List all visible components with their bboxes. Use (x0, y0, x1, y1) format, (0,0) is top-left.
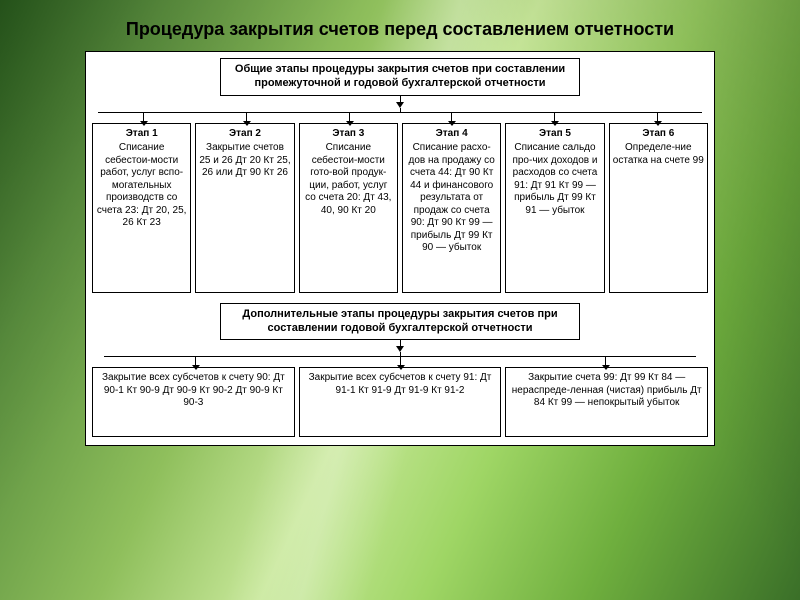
stage-box-5: Этап 5Списание сальдо про-чих доходов и … (505, 123, 604, 293)
connector-stem (400, 357, 401, 365)
stage-box-4: Этап 4Списание расхо-дов на продажу со с… (402, 123, 501, 293)
stages-row: Этап 1Списание себестои-мости работ, усл… (92, 123, 708, 293)
additional-stages-header: Дополнительные этапы процедуры закрытия … (220, 303, 580, 341)
arrow-down-icon (551, 121, 559, 126)
stage-title: Этап 4 (406, 128, 497, 141)
stage-text: Списание себестои-мости гото-вой продук-… (305, 142, 391, 216)
arrow-down-icon (448, 121, 456, 126)
stage-box-2: Этап 2Закрытие счетов 25 и 26 Дт 20 Кт 2… (195, 123, 294, 293)
stage-title: Этап 2 (199, 128, 290, 141)
stems-row-3 (92, 357, 708, 365)
stage-text: Списание расхо-дов на продажу со счета 4… (408, 142, 494, 253)
stage-text: Закрытие счетов 25 и 26 Дт 20 Кт 25, 26 … (199, 142, 290, 178)
stage-title: Этап 1 (96, 128, 187, 141)
connector-stem (554, 113, 555, 121)
stage-title: Этап 5 (509, 128, 600, 141)
extra-row: Закрытие всех субсчетов к счету 90: Дт 9… (92, 367, 708, 437)
arrow-down-icon (192, 365, 200, 370)
stems-row-6 (92, 113, 708, 121)
arrow-down-icon (346, 121, 354, 126)
extra-box-3: Закрытие счета 99: Дт 99 Кт 84 — нераспр… (505, 367, 708, 437)
arrow-down-icon (243, 121, 251, 126)
arrow-down-icon (654, 121, 662, 126)
arrow-down-icon (397, 365, 405, 370)
connector-stem (451, 113, 452, 121)
stage-title: Этап 3 (303, 128, 394, 141)
connector-stem (349, 113, 350, 121)
extra-box-2: Закрытие всех субсчетов к счету 91: Дт 9… (299, 367, 502, 437)
stage-text: Списание сальдо про-чих доходов и расход… (512, 142, 597, 216)
arrow-down-icon (140, 121, 148, 126)
general-stages-header: Общие этапы процедуры закрытия счетов пр… (220, 58, 580, 96)
stage-box-6: Этап 6Определе-ние остатка на счете 99 (609, 123, 708, 293)
connector-stem (143, 113, 144, 121)
page-title: Процедура закрытия счетов перед составле… (40, 18, 760, 41)
arrow-down-icon (602, 365, 610, 370)
extra-box-1: Закрытие всех субсчетов к счету 90: Дт 9… (92, 367, 295, 437)
connector-stem (195, 357, 196, 365)
diagram-container: Общие этапы процедуры закрытия счетов пр… (85, 51, 715, 446)
stage-text: Определе-ние остатка на счете 99 (613, 142, 704, 166)
stage-text: Списание себестои-мости работ, услуг всп… (97, 142, 187, 228)
stage-title: Этап 6 (613, 128, 704, 141)
stage-box-1: Этап 1Списание себестои-мости работ, усл… (92, 123, 191, 293)
connector-stem (605, 357, 606, 365)
stage-box-3: Этап 3Списание себестои-мости гото-вой п… (299, 123, 398, 293)
connector-stem (657, 113, 658, 121)
connector-stem (246, 113, 247, 121)
